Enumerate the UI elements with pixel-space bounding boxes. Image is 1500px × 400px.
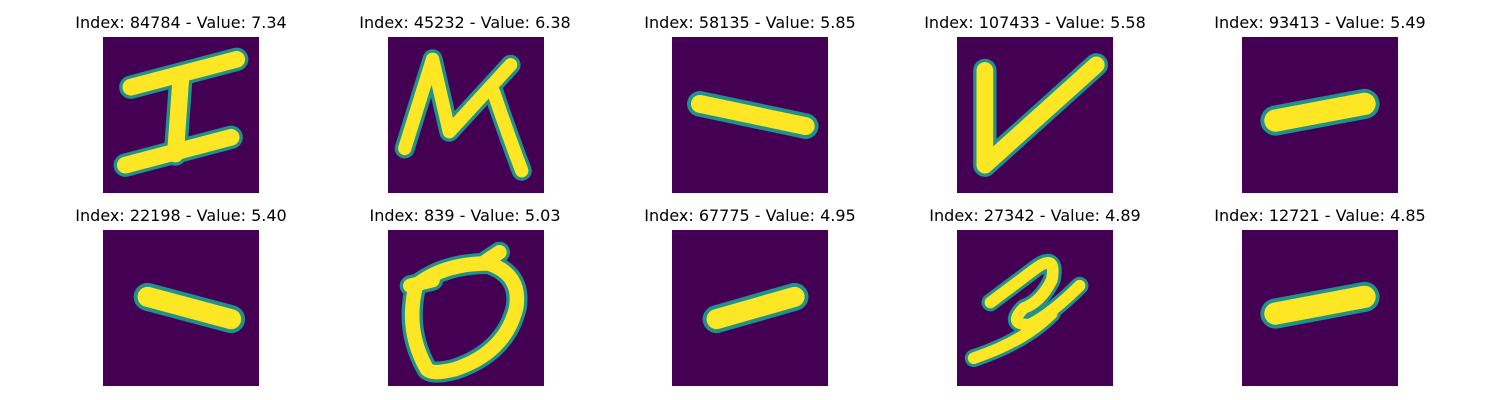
panel-2 <box>388 37 544 193</box>
panel-title-6: Index: 22198 - Value: 5.40 <box>75 206 287 225</box>
digit-image-8 <box>672 230 828 386</box>
panel-title-7: Index: 839 - Value: 5.03 <box>369 206 561 225</box>
digit-image-9 <box>957 230 1113 386</box>
digit-image-2 <box>388 37 544 193</box>
panel-title-4: Index: 107433 - Value: 5.58 <box>924 13 1146 32</box>
digit-image-4 <box>957 37 1113 193</box>
panel-title-2: Index: 45232 - Value: 6.38 <box>359 13 571 32</box>
panel-3 <box>672 37 828 193</box>
panel-title-1: Index: 84784 - Value: 7.34 <box>75 13 287 32</box>
digit-image-5 <box>1242 37 1398 193</box>
panel-title-9: Index: 27342 - Value: 4.89 <box>929 206 1141 225</box>
panel-5 <box>1242 37 1398 193</box>
panel-4 <box>957 37 1113 193</box>
digit-image-10 <box>1242 230 1398 386</box>
panel-10 <box>1242 230 1398 386</box>
panel-title-3: Index: 58135 - Value: 5.85 <box>644 13 856 32</box>
panel-1 <box>103 37 259 193</box>
panel-9 <box>957 230 1113 386</box>
panel-8 <box>672 230 828 386</box>
digit-image-6 <box>103 230 259 386</box>
digit-image-3 <box>672 37 828 193</box>
panel-title-5: Index: 93413 - Value: 5.49 <box>1214 13 1426 32</box>
digit-image-1 <box>103 37 259 193</box>
panel-title-8: Index: 67775 - Value: 4.95 <box>644 206 856 225</box>
panel-7 <box>388 230 544 386</box>
panel-6 <box>103 230 259 386</box>
panel-title-10: Index: 12721 - Value: 4.85 <box>1214 206 1426 225</box>
digit-image-7 <box>388 230 544 386</box>
